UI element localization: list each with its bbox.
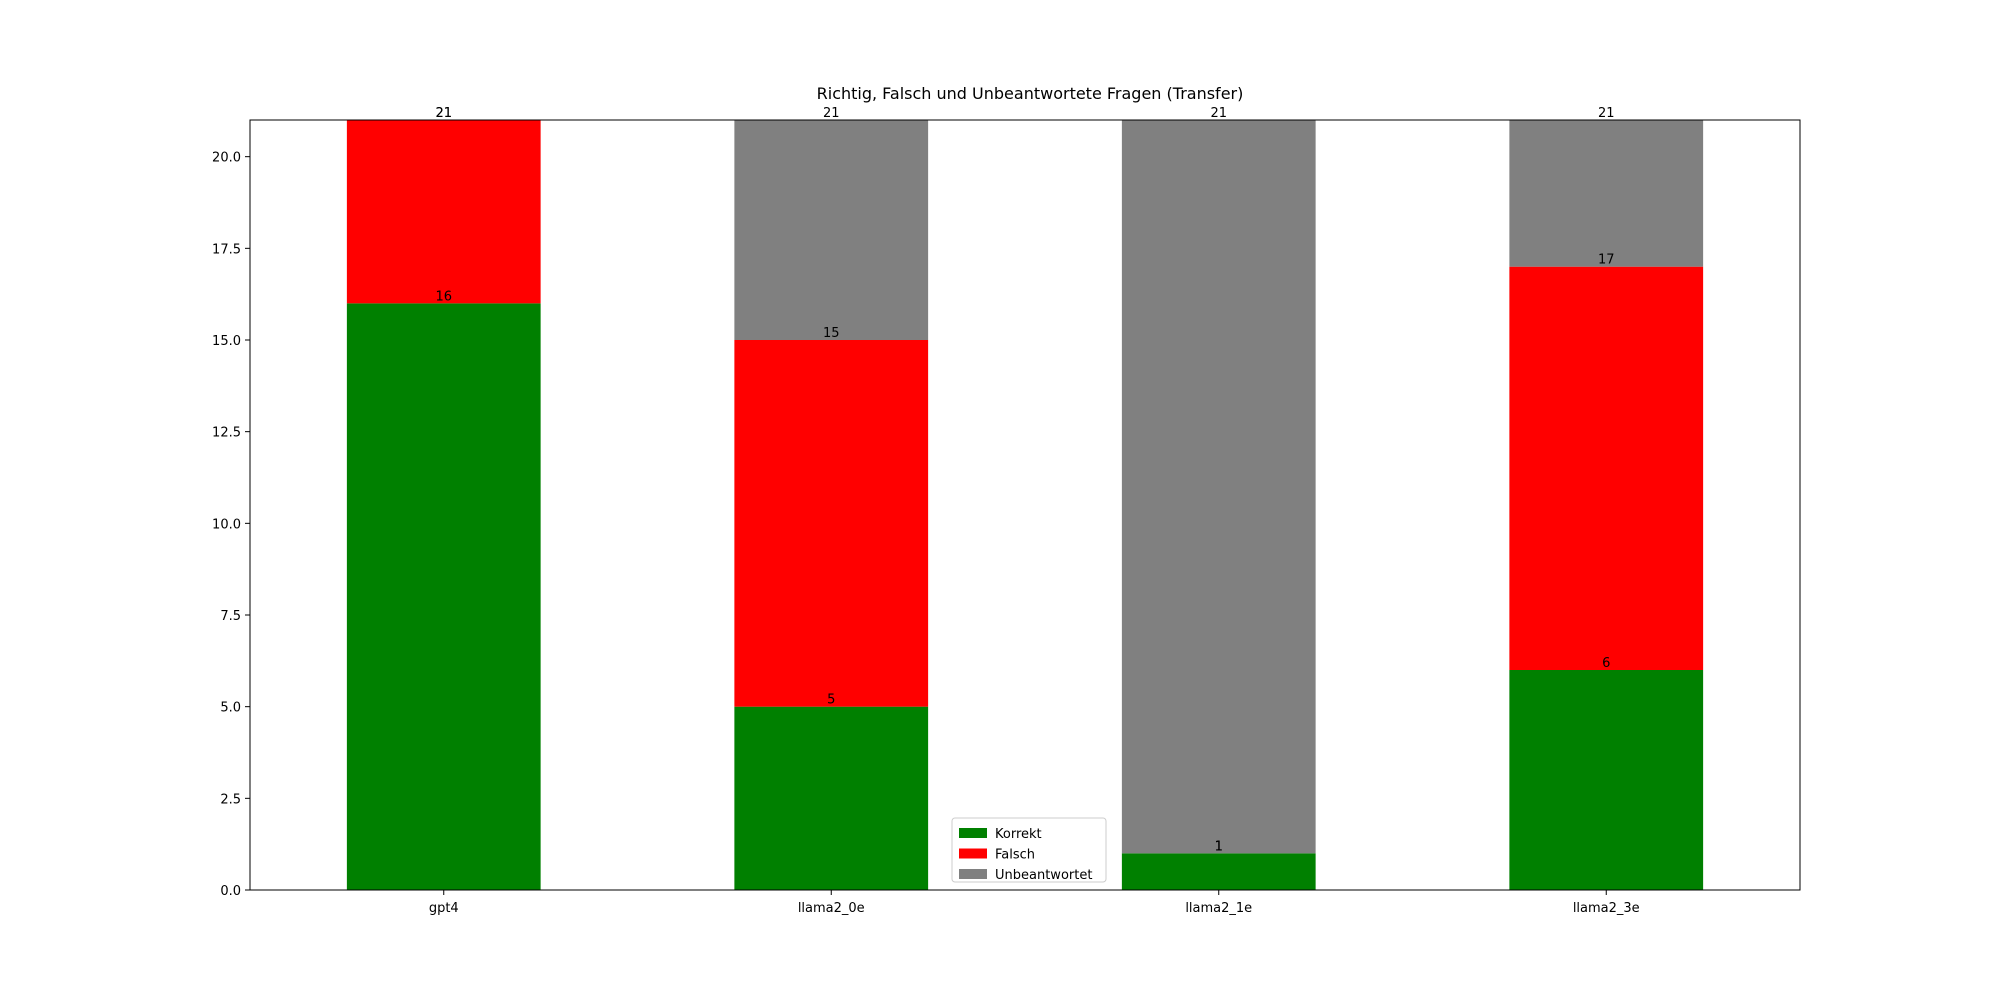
y-tick-label: 10.0: [212, 517, 241, 532]
y-tick-label: 12.5: [212, 426, 241, 441]
y-tick-label: 5.0: [220, 701, 241, 716]
data-label-unbeantwortet-llama2_0e: 21: [823, 106, 840, 121]
legend-swatch-falsch: [959, 848, 987, 859]
data-label-unbeantwortet-llama2_3e: 21: [1598, 106, 1615, 121]
data-label-unbeantwortet-gpt4: 21: [435, 106, 452, 121]
y-tick-label: 15.0: [212, 334, 241, 349]
data-label-korrekt-llama2_1e: 1: [1215, 839, 1223, 854]
legend-swatch-unbeantwortet: [959, 869, 987, 879]
x-tick-label-llama2_3e: llama2_3e: [1573, 901, 1640, 916]
bar-segment-korrekt-llama2_0e: [734, 706, 929, 890]
bar-segment-unbeantwortet-llama2_1e: [1121, 120, 1316, 854]
y-tick-label: 2.5: [220, 792, 241, 807]
legend-label-falsch: Falsch: [995, 848, 1035, 863]
x-axis: gpt4 llama2_0e llama2_1e llama2_3e: [429, 890, 1640, 916]
data-label-korrekt-llama2_3e: 6: [1602, 656, 1610, 671]
y-tick-label: 17.5: [212, 242, 241, 257]
plot-area-frame: [249, 119, 1801, 891]
bar-segment-korrekt-llama2_1e: [1121, 853, 1316, 890]
data-label-falsch-gpt4: 21: [435, 106, 452, 121]
bar-segment-korrekt-gpt4: [346, 303, 541, 890]
bar-segment-korrekt-llama2_3e: [1509, 670, 1704, 890]
bar-segment-unbeantwortet-llama2_0e: [734, 120, 929, 340]
bar-segment-unbeantwortet-llama2_3e: [1509, 120, 1704, 267]
y-tick-label: 20.0: [212, 151, 241, 166]
x-tick-label-llama2_1e: llama2_1e: [1185, 901, 1252, 916]
chart-title: Richtig, Falsch und Unbeantwortete Frage…: [817, 84, 1244, 103]
legend-box: [951, 817, 1107, 883]
data-label-falsch-llama2_0e: 15: [823, 326, 840, 341]
y-axis: 0.0 2.5 5.0 7.5 10.0 12.5 15.0 17.5 20.0: [212, 151, 250, 899]
bar-segment-falsch-llama2_3e: [1509, 266, 1704, 670]
data-label-korrekt-llama2_0e: 5: [827, 693, 835, 708]
bars-layer: [346, 120, 1704, 890]
x-tick-label-gpt4: gpt4: [429, 901, 459, 916]
data-label-falsch-llama2_3e: 17: [1598, 253, 1615, 268]
legend-label-unbeantwortet: Unbeantwortet: [995, 868, 1092, 883]
y-tick-label: 0.0: [220, 884, 241, 899]
data-label-unbeantwortet-llama2_1e: 21: [1210, 106, 1227, 121]
legend-swatch-korrekt: [959, 828, 987, 838]
legend-label-korrekt: Korrekt: [995, 827, 1042, 842]
bar-segment-falsch-llama2_0e: [734, 340, 929, 707]
data-label-korrekt-gpt4: 16: [435, 289, 452, 304]
data-label-falsch-llama2_1e: 1: [1215, 839, 1223, 854]
bar-segment-falsch-gpt4: [346, 120, 541, 304]
x-tick-label-llama2_0e: llama2_0e: [798, 901, 865, 916]
legend: Korrekt Falsch Unbeantwortet: [951, 817, 1107, 883]
y-tick-label: 7.5: [220, 609, 241, 624]
